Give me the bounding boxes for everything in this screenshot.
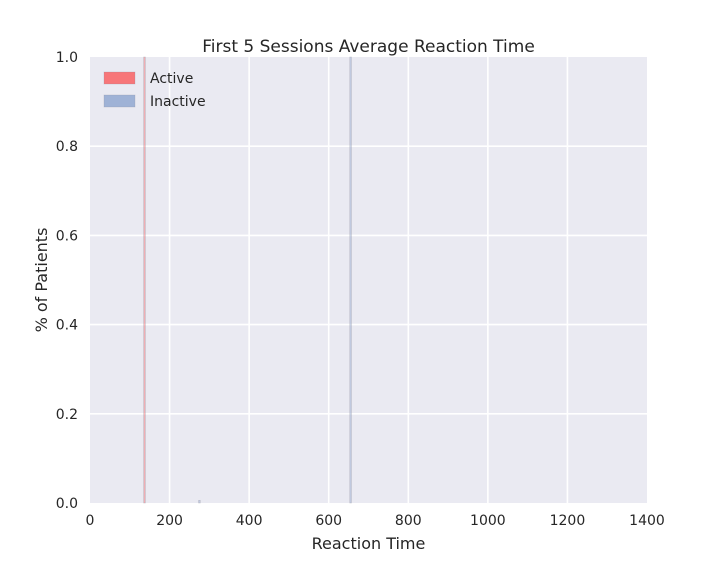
x-tick-labels: 0 200 400 600 800 1000 1200 1400 <box>86 513 665 529</box>
y-tick-label: 0.2 <box>56 407 78 423</box>
x-tick-label: 400 <box>236 513 263 529</box>
bar-active-0 <box>143 56 146 504</box>
x-tick-label: 1000 <box>470 513 506 529</box>
x-tick-label: 1200 <box>550 513 586 529</box>
plot-background <box>90 57 647 503</box>
legend: Active Inactive <box>103 71 206 110</box>
bars <box>143 56 352 504</box>
x-tick-label: 800 <box>395 513 422 529</box>
x-tick-label: 600 <box>315 513 342 529</box>
y-tick-label: 0.0 <box>56 496 78 512</box>
bar-inactive-1 <box>349 56 352 504</box>
grid-lines <box>90 57 647 503</box>
x-axis-label: Reaction Time <box>312 534 426 553</box>
legend-swatch-inactive <box>103 94 136 108</box>
chart-title: First 5 Sessions Average Reaction Time <box>202 37 535 57</box>
legend-label-inactive: Inactive <box>150 94 206 110</box>
x-tick-label: 0 <box>86 513 95 529</box>
bar-inactive-0 <box>198 500 201 504</box>
legend-swatch-active <box>103 71 136 85</box>
y-tick-label: 0.4 <box>56 318 78 334</box>
y-tick-label: 1.0 <box>56 50 78 66</box>
x-tick-label: 1400 <box>629 513 665 529</box>
y-tick-label: 0.8 <box>56 139 78 155</box>
y-tick-labels: 0.0 0.2 0.4 0.6 0.8 1.0 <box>56 50 78 512</box>
legend-label-active: Active <box>150 71 193 87</box>
y-axis-label: % of Patients <box>32 228 51 333</box>
y-tick-label: 0.6 <box>56 228 78 244</box>
x-tick-label: 200 <box>156 513 183 529</box>
